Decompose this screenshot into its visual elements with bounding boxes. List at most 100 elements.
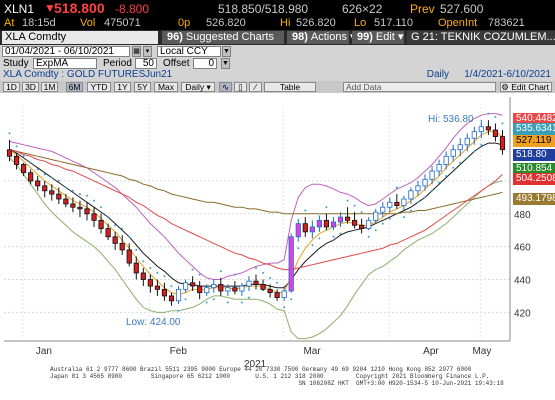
daily-dropdown[interactable]: Daily ▾ [181,82,215,92]
candle-body [323,219,330,228]
sar-point [473,150,476,153]
candle-body [267,288,273,294]
sar-point [247,296,250,299]
sar-point [360,211,363,214]
sar-point [121,227,124,230]
price-tag: 540.4482 [513,113,555,125]
sar-point [8,132,11,135]
candle-body [330,221,337,228]
add-data-input[interactable]: Add Data [343,82,496,92]
open-interest-label: OpenInt [438,17,478,29]
candle-body [380,206,386,213]
sar-point [15,145,18,148]
y-tick-label: 420 [514,308,531,319]
candle-body [415,185,421,192]
line-chart-icon[interactable]: ∿ [219,82,232,92]
candle-body [387,201,393,208]
sar-point [332,235,335,238]
candle-body [211,284,217,289]
actions-button[interactable]: 98)Actions ▾ [287,31,356,44]
period-1d-button[interactable]: 1D [3,82,20,92]
candle-body [175,288,182,302]
sar-point [367,235,370,238]
open-value: 526.820 [206,17,246,29]
currency-field[interactable]: Local CCY [157,46,221,57]
suggested-charts-button[interactable]: 96) Suggested Charts [162,31,284,44]
sar-point [388,217,391,220]
candle-body [147,279,153,287]
sar-point [409,209,412,212]
sar-point [431,189,434,192]
period-6m-button[interactable]: 6M [66,82,83,92]
sar-point [374,229,377,232]
period-1y-button[interactable]: 1Y [114,82,131,92]
frequency-dropdown[interactable]: ▾ [143,46,152,57]
x-tick-label: Mar [303,346,321,357]
candle-body [464,137,470,146]
candle-body [260,284,266,290]
sar-point [487,112,490,115]
x-tick-label: Feb [170,346,188,357]
period-5y-button[interactable]: 5Y [134,82,151,92]
sar-point [416,201,419,204]
price-tag: 493.1798 [513,193,555,205]
candle-body [253,280,259,285]
price-chart[interactable]: 420440460480500JanFebMarAprMay2021Hi: 53… [0,93,555,400]
currency-chevron-down-icon[interactable]: ▼ [222,46,231,57]
draw-line-icon[interactable]: ∕ [249,82,262,92]
sar-point [480,143,483,146]
sar-point [29,161,32,164]
candle-body [232,287,238,292]
gear-icon: ⚙ [501,82,509,92]
candle-body [288,236,294,292]
candle-body [6,149,13,157]
sar-point [240,301,243,304]
candle-body [295,223,301,238]
edit-chart-button[interactable]: ⚙ Edit Chart [500,82,552,92]
candle-chart-icon[interactable]: ▯ [234,82,247,92]
candle-body [21,164,27,174]
calendar-icon[interactable]: ▦ [132,46,141,57]
sar-point [78,193,81,196]
candle-body [471,131,477,139]
period-max-button[interactable]: Max [154,82,178,92]
sar-point [494,115,497,118]
candle-body [56,193,62,200]
sar-point [424,196,427,199]
lower-band-line [9,157,503,340]
candle-body [49,190,55,195]
study-field[interactable]: ExpMA [33,58,97,69]
period-field[interactable]: 50 [135,58,157,69]
candle-body [28,172,34,182]
frequency-label: Daily [426,69,449,80]
candle-body [140,272,146,280]
offset-field[interactable]: 0 [193,58,217,69]
candle-body [394,201,400,206]
candle-body [13,155,20,165]
study-label: Study [3,58,29,69]
bid-ask-size: 626×22 [342,2,383,16]
security-field[interactable]: XLA Comdty [2,31,158,44]
candle-body [35,180,41,187]
candle-body [63,198,69,205]
price-tag: 504.2508 [513,173,555,185]
period-ytd-button[interactable]: YTD [87,82,111,92]
candle-body [337,216,344,223]
period-1m-button[interactable]: 1M [41,82,58,92]
edit-button[interactable]: 99) Edit ▾ [352,31,404,44]
period-3d-button[interactable]: 3D [22,82,39,92]
date-range-field[interactable]: 01/04/2021 - 06/10/2021 [2,46,130,57]
footer-line-1: Australia 61 2 9777 8600 Brazil 5511 239… [50,366,472,373]
table-button[interactable]: Table [264,82,316,92]
moving-average-line-3 [9,149,503,215]
high-annotation: Hi: 536.80 [428,114,474,125]
moving-average-line-2 [9,131,503,295]
edit-chevron-down-icon: ▾ [397,31,404,43]
actions-number: 98) [292,31,308,43]
sar-point [107,216,110,219]
sar-point [226,301,229,304]
candle-body [499,136,506,151]
add-study-icon[interactable]: ▼ [221,58,230,69]
candle-body [246,280,252,287]
suggested-charts-label: Suggested Charts [185,31,274,43]
